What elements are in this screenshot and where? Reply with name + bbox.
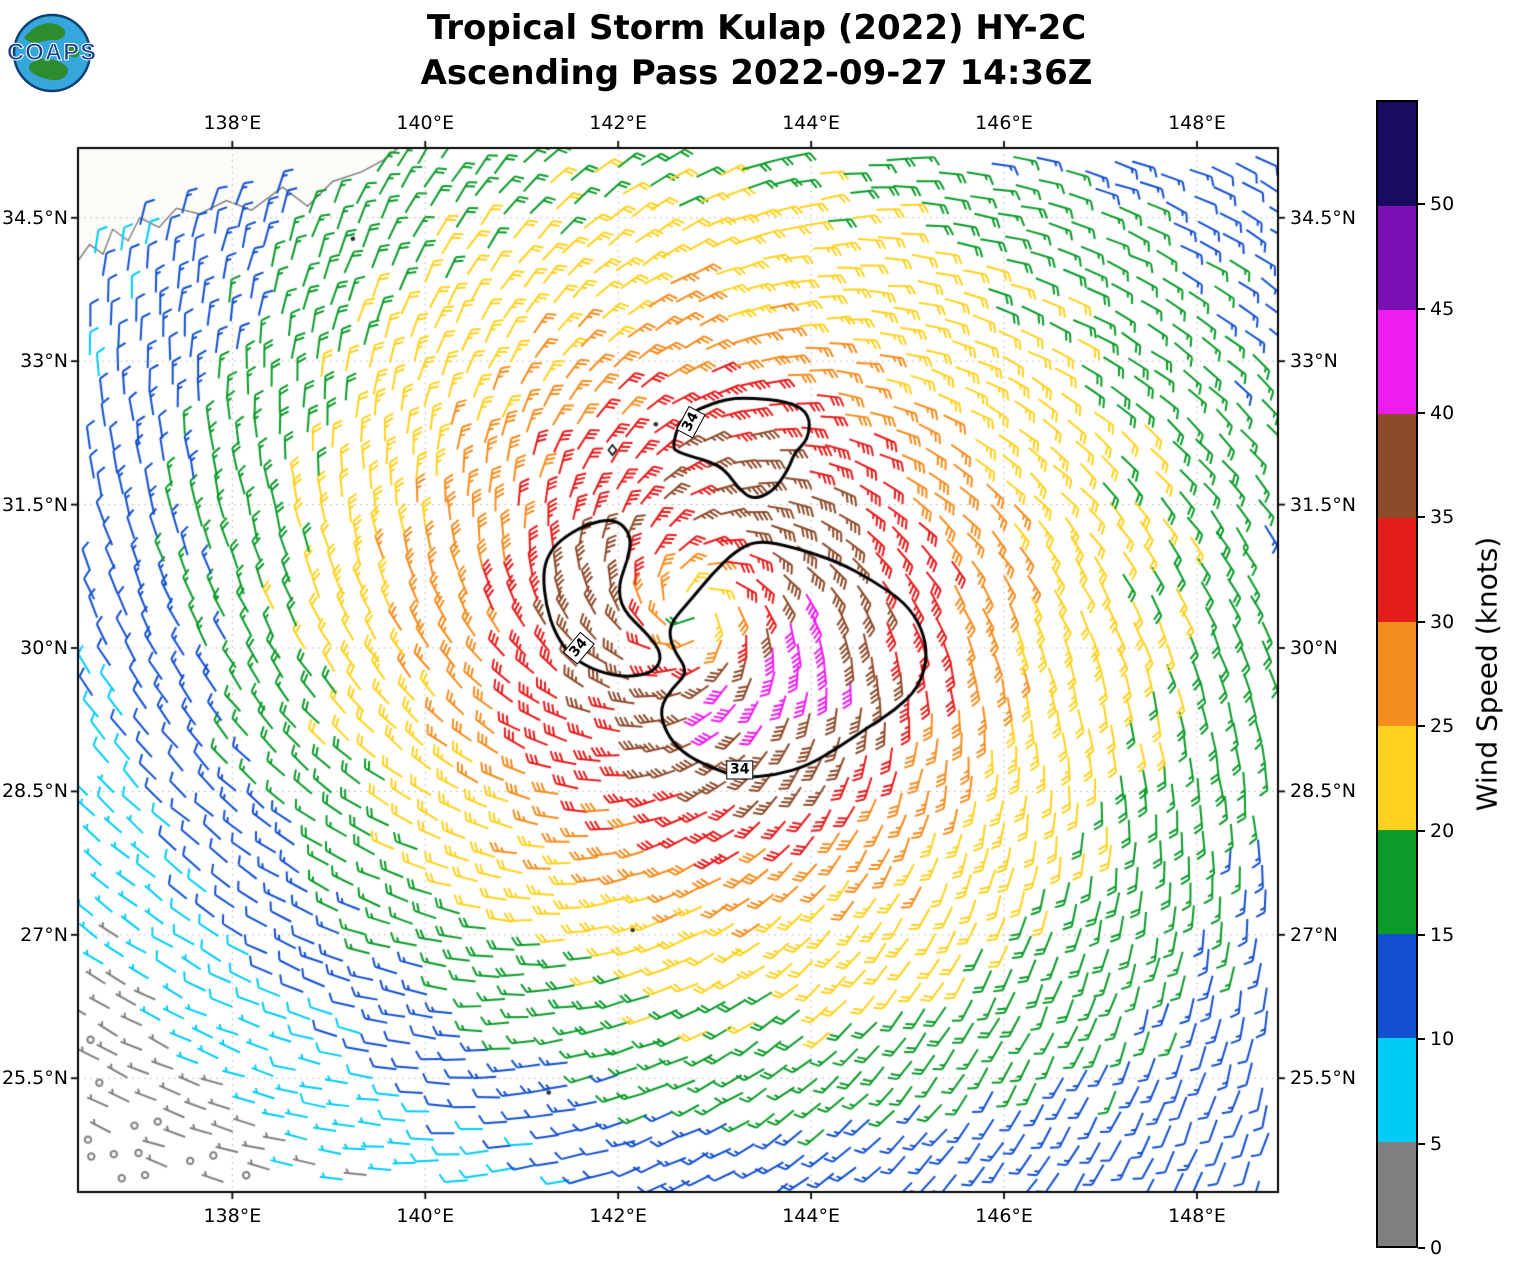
colorbar-tick-mark xyxy=(1418,1247,1425,1249)
colorbar-segment xyxy=(1378,310,1416,414)
x-tick-label-top: 140°E xyxy=(396,112,455,134)
coaps-logo-text: COAPS xyxy=(8,39,96,66)
colorbar-tick-mark xyxy=(1418,203,1425,206)
colorbar-tick-label: 20 xyxy=(1430,819,1455,842)
colorbar-tick-mark xyxy=(1418,307,1425,310)
y-tick-label-right: 34.5°N xyxy=(1290,206,1357,229)
y-tick-label-left: 30°N xyxy=(20,637,68,659)
y-tick-label-left: 34.5°N xyxy=(1,206,68,229)
y-tick-label-right: 25.5°N xyxy=(1290,1067,1357,1090)
y-tick-label-left: 28.5°N xyxy=(1,780,68,803)
plot-title-line2: Ascending Pass 2022-09-27 14:36Z xyxy=(420,53,1093,93)
x-tick-label-bottom: 142°E xyxy=(589,1205,648,1227)
x-tick-label-top: 138°E xyxy=(203,112,262,134)
colorbar-tick-mark xyxy=(1418,412,1425,415)
colorbar-tick-mark xyxy=(1418,829,1425,832)
colorbar-tick-label: 45 xyxy=(1430,297,1455,320)
colorbar-tick-label: 25 xyxy=(1430,715,1455,738)
y-tick-label-left: 33°N xyxy=(20,350,68,373)
colorbar-tick-label: 40 xyxy=(1430,402,1455,425)
colorbar-axis-label: Wind Speed (knots) xyxy=(1470,536,1504,812)
x-tick-label-bottom: 140°E xyxy=(396,1205,455,1227)
y-tick-label-right: 27°N xyxy=(1290,923,1338,946)
colorbar-segment xyxy=(1378,934,1416,1038)
x-tick-label-bottom: 146°E xyxy=(975,1205,1033,1227)
colorbar-segment xyxy=(1378,726,1416,830)
colorbar-segment xyxy=(1378,206,1416,310)
x-tick-label-top: 146°E xyxy=(975,112,1033,134)
colorbar-tick-mark xyxy=(1418,620,1425,623)
y-tick-label-right: 30°N xyxy=(1290,637,1338,659)
x-tick-label-top: 142°E xyxy=(589,112,648,134)
y-tick-label-left: 27°N xyxy=(20,923,68,946)
x-tick-label-bottom: 138°E xyxy=(203,1205,262,1227)
colorbar-tick-label: 0 xyxy=(1430,1237,1443,1259)
coaps-globe-icon: COAPS xyxy=(6,13,97,93)
x-tick-label-bottom: 148°E xyxy=(1168,1205,1226,1227)
colorbar-tick-label: 50 xyxy=(1430,193,1455,216)
coaps-logo: COAPS xyxy=(6,6,97,100)
colorbar-tick-label: 30 xyxy=(1430,610,1455,633)
contour-label-34: 34 xyxy=(725,760,754,780)
colorbar-segment xyxy=(1378,102,1416,206)
colorbar-tick-mark xyxy=(1418,933,1425,936)
colorbar-tick-label: 10 xyxy=(1430,1028,1455,1051)
colorbar-segment xyxy=(1378,518,1416,622)
colorbar-tick-label: 5 xyxy=(1430,1132,1443,1155)
colorbar-tick-mark xyxy=(1418,516,1425,519)
colorbar-tick-mark xyxy=(1418,725,1425,728)
colorbar-tick-mark xyxy=(1418,1038,1425,1041)
plot-title: Tropical Storm Kulap (2022) HY-2C Ascend… xyxy=(0,6,1513,96)
y-tick-label-right: 28.5°N xyxy=(1290,780,1357,803)
y-tick-label-right: 31.5°N xyxy=(1290,493,1357,516)
y-tick-label-left: 31.5°N xyxy=(1,493,68,516)
y-tick-label-right: 33°N xyxy=(1290,350,1338,373)
colorbar-segment xyxy=(1378,414,1416,518)
colorbar-tick-mark xyxy=(1418,1142,1425,1145)
colorbar-tick-label: 35 xyxy=(1430,506,1455,529)
colorbar-segment xyxy=(1378,1142,1416,1246)
x-tick-label-top: 148°E xyxy=(1168,112,1226,134)
x-tick-label-bottom: 144°E xyxy=(782,1205,840,1227)
y-tick-label-left: 25.5°N xyxy=(1,1067,68,1090)
colorbar xyxy=(1376,100,1418,1248)
x-tick-label-top: 144°E xyxy=(782,112,840,134)
colorbar-segment xyxy=(1378,830,1416,934)
colorbar-segment xyxy=(1378,622,1416,726)
plot-title-line1: Tropical Storm Kulap (2022) HY-2C xyxy=(426,8,1087,48)
colorbar-tick-label: 15 xyxy=(1430,923,1455,946)
colorbar-segment xyxy=(1378,1038,1416,1142)
